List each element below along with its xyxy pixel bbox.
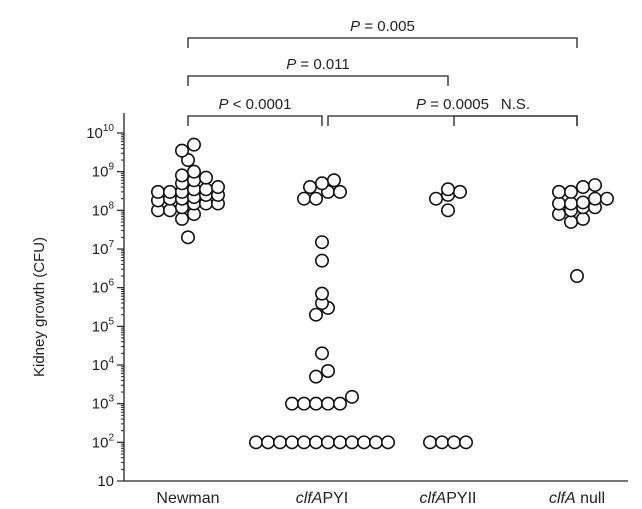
data-point bbox=[599, 191, 614, 206]
data-point bbox=[175, 143, 190, 158]
data-point bbox=[296, 396, 311, 411]
data-point bbox=[163, 184, 178, 199]
data-point bbox=[296, 435, 311, 450]
data-point bbox=[314, 253, 329, 268]
data-point bbox=[320, 435, 335, 450]
data-point bbox=[308, 307, 323, 322]
data-point bbox=[551, 196, 566, 211]
data-point bbox=[199, 182, 214, 197]
data-point bbox=[458, 435, 473, 450]
y-tick-label: 1010 bbox=[86, 123, 114, 142]
data-point bbox=[320, 363, 335, 378]
significance-label: P < 0.0001 bbox=[219, 96, 292, 113]
data-point bbox=[440, 182, 455, 197]
data-point bbox=[356, 435, 371, 450]
data-point bbox=[326, 173, 341, 188]
data-point bbox=[368, 435, 383, 450]
data-point bbox=[428, 191, 443, 206]
significance-label: P = 0.011 bbox=[286, 56, 350, 73]
data-point bbox=[320, 396, 335, 411]
data-point bbox=[587, 178, 602, 193]
data-point bbox=[272, 435, 287, 450]
y-tick-label: 103 bbox=[92, 394, 115, 413]
y-axis-label: Kidney growth (CFU) bbox=[31, 237, 48, 377]
data-point bbox=[314, 286, 329, 301]
data-point bbox=[175, 211, 190, 226]
x-category-label: clfA null bbox=[549, 490, 605, 507]
significance-label: P = 0.0005 bbox=[416, 96, 489, 113]
significance-label: P = 0.005 bbox=[350, 18, 415, 35]
significance-bracket bbox=[453, 115, 578, 126]
significance-label: N.S. bbox=[501, 96, 530, 113]
significance-bracket bbox=[187, 75, 449, 86]
data-point bbox=[181, 230, 196, 245]
data-point bbox=[452, 184, 467, 199]
data-point bbox=[422, 435, 437, 450]
data-point bbox=[302, 180, 317, 195]
data-point bbox=[211, 180, 226, 195]
data-point bbox=[163, 203, 178, 218]
data-point bbox=[151, 184, 166, 199]
x-category-label: Newman bbox=[156, 490, 219, 507]
data-point bbox=[344, 435, 359, 450]
data-point bbox=[332, 435, 347, 450]
data-point bbox=[551, 184, 566, 199]
data-point bbox=[308, 191, 323, 206]
data-point bbox=[563, 184, 578, 199]
data-point bbox=[380, 435, 395, 450]
y-tick-label: 102 bbox=[92, 432, 115, 451]
data-point bbox=[446, 435, 461, 450]
data-point bbox=[332, 396, 347, 411]
data-point bbox=[260, 435, 275, 450]
x-category-label: clfAPYI bbox=[296, 490, 348, 507]
data-point bbox=[563, 196, 578, 211]
data-point bbox=[332, 184, 347, 199]
data-point bbox=[187, 137, 202, 152]
data-point bbox=[563, 214, 578, 229]
data-point bbox=[314, 176, 329, 191]
data-point bbox=[569, 269, 584, 284]
data-point bbox=[440, 203, 455, 218]
significance-bracket bbox=[327, 115, 578, 126]
data-point bbox=[575, 195, 590, 210]
significance-bracket bbox=[187, 115, 323, 126]
data-point bbox=[187, 164, 202, 179]
y-tick-label: 108 bbox=[92, 200, 115, 219]
data-point bbox=[175, 168, 190, 183]
significance-bracket bbox=[187, 37, 578, 48]
y-tick-label: 109 bbox=[92, 162, 115, 181]
data-point bbox=[308, 435, 323, 450]
x-category-label: clfAPYII bbox=[420, 490, 477, 507]
y-tick-label: 107 bbox=[92, 239, 115, 258]
y-tick-label: 104 bbox=[92, 355, 115, 374]
data-point bbox=[314, 346, 329, 361]
data-point bbox=[296, 191, 311, 206]
data-point bbox=[575, 180, 590, 195]
data-point bbox=[249, 435, 264, 450]
y-tick-label: 106 bbox=[92, 278, 115, 297]
y-tick-label: 10 bbox=[97, 473, 114, 490]
data-point bbox=[575, 211, 590, 226]
data-point bbox=[284, 396, 299, 411]
y-tick-label: 105 bbox=[92, 316, 115, 335]
data-point bbox=[344, 389, 359, 404]
data-point bbox=[308, 396, 323, 411]
data-point bbox=[314, 235, 329, 250]
data-point bbox=[434, 435, 449, 450]
data-point bbox=[308, 369, 323, 384]
data-point bbox=[284, 435, 299, 450]
data-point bbox=[199, 170, 214, 185]
data-point bbox=[587, 191, 602, 206]
